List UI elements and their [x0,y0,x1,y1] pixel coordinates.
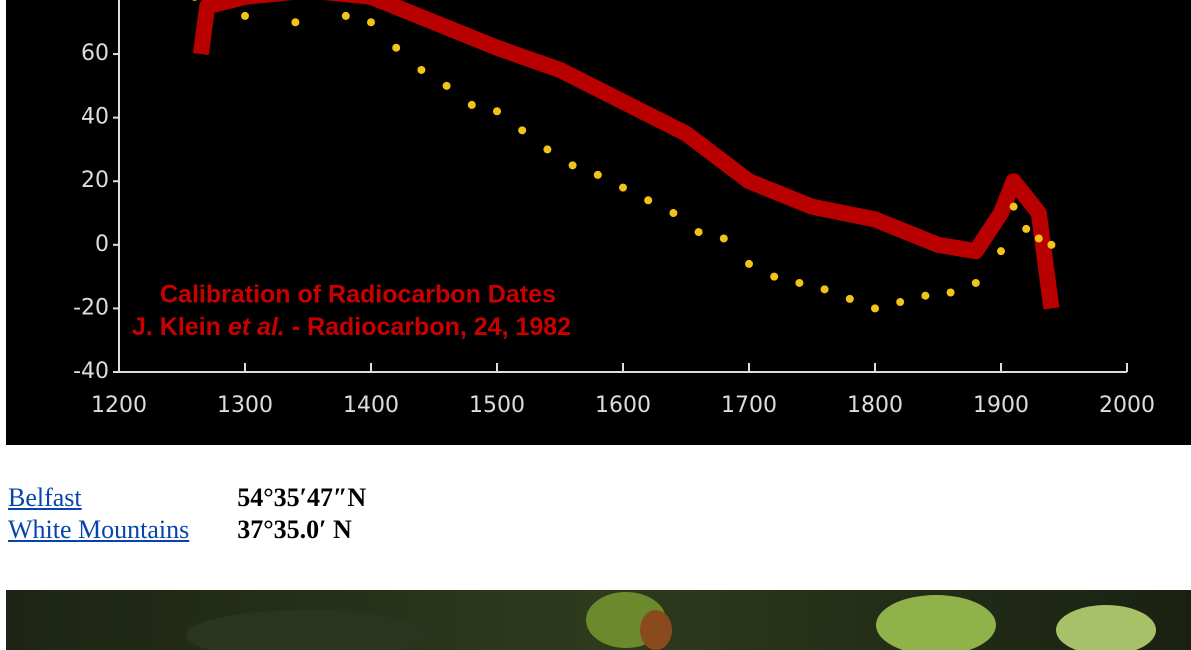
y-tick-label: 20 [81,168,109,193]
annotation-part: J. Klein [132,313,228,341]
data-point [921,291,930,300]
coordinates: 37°35.0′ N [237,515,352,544]
data-point [192,0,198,1]
x-tick-label: 1600 [595,393,651,418]
annotation-part: - Radiocarbon, 24, 1982 [285,313,571,341]
row: White Mountains 37°35.0′ N [6,514,368,546]
annotation: Calibration of Radiocarbon Dates [160,281,556,309]
chart-image: Calibration of Radiocarbon Dates J. Klei… [6,0,1191,445]
chart-background [6,0,1191,445]
data-point [341,11,350,20]
annotation: J. Klein et al. - Radiocarbon, 24, 1982 [132,313,571,341]
row: Belfast 54°35′47″N [6,482,368,514]
data-point [1022,224,1031,233]
data-point [593,170,602,179]
data-point [392,43,401,52]
photo [6,590,1191,650]
data-point [946,288,955,297]
data-line [192,0,1060,310]
flower [640,610,672,650]
data-point [896,298,905,307]
link[interactable]: White Mountains [8,515,190,544]
data-point [442,81,451,90]
y-tick-label: -20 [73,295,109,320]
data-point [669,209,678,218]
data-point [543,145,552,154]
plot-area [192,0,1060,313]
leaf [876,595,996,650]
leaf [1056,605,1156,650]
data-point [241,11,249,20]
data-point [845,294,854,303]
x-tick-label: 1400 [343,393,399,418]
data-point [745,259,753,268]
data-point [291,18,300,27]
location-table: Belfast 54°35′47″N White Mountains 37°35.0… [6,482,368,546]
data-point [493,107,501,116]
data-point [518,126,527,135]
x-tick-label: 1300 [217,393,273,418]
data-point [770,272,779,281]
x-tick-label: 1500 [469,393,525,418]
data-point [997,247,1005,256]
data-point [417,65,426,74]
link[interactable]: Belfast [8,483,82,512]
data-point [971,278,980,287]
data-point [467,100,476,109]
leaf [186,610,426,650]
y-tick-label: 0 [95,232,109,257]
annotation-part: et al. [228,313,285,341]
x-tick-label: 1700 [721,393,777,418]
data-point [871,304,879,313]
data-point [1034,234,1043,243]
data-point [644,196,653,205]
y-tick-label: 40 [81,105,109,130]
data-point [694,228,703,237]
data-point [367,18,375,27]
coordinates: 54°35′47″N [237,483,367,512]
data-point [820,285,829,294]
x-tick-label: 1200 [91,393,147,418]
x-tick-label: 1800 [847,393,903,418]
data-point [719,234,728,243]
y-tick-label: 60 [81,41,109,66]
data-point [619,183,627,192]
data-point [1047,240,1056,249]
data-point [1009,202,1018,211]
data-point [568,161,577,170]
x-tick-label: 2000 [1099,393,1155,418]
data-point [795,278,804,287]
y-tick-label: -40 [73,359,109,384]
x-tick-label: 1900 [973,393,1029,418]
